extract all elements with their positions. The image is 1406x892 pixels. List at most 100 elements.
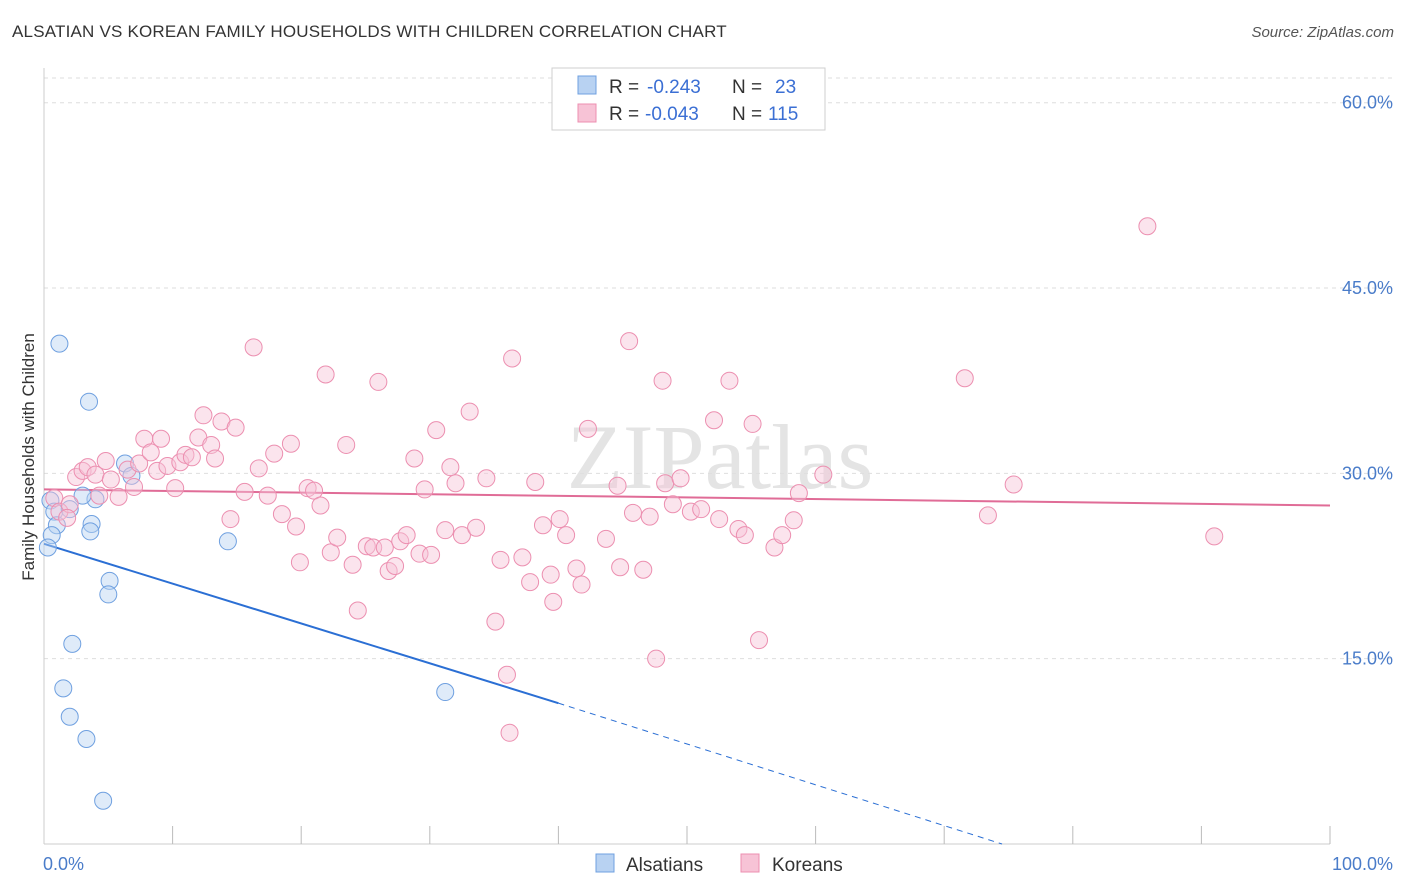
koreans-point-6: [78, 458, 97, 477]
koreans-point-62: [436, 521, 455, 540]
alsatians-trend-extension: [558, 702, 1003, 845]
koreans-point-47: [343, 555, 362, 574]
koreans-point-105: [750, 631, 769, 650]
koreans-point-97: [681, 502, 700, 521]
koreans-point-93: [653, 371, 672, 390]
koreans-point-76: [526, 473, 545, 492]
chart-title: ALSATIAN VS KOREAN FAMILY HOUSEHOLDS WIT…: [12, 22, 727, 41]
alsatians-point-22: [436, 683, 455, 702]
y-tick-label-60: 60.0%: [1342, 93, 1393, 113]
koreans-point-109: [789, 484, 808, 503]
alsatians-point-4: [38, 538, 57, 557]
koreans-point-35: [265, 444, 284, 463]
koreans-point-33: [249, 459, 268, 478]
koreans-point-42: [311, 496, 330, 515]
koreans-point-88: [620, 332, 639, 351]
koreans-point-103: [735, 526, 754, 545]
koreans-point-16: [141, 443, 160, 462]
koreans-point-18: [152, 429, 171, 448]
koreans-point-31: [235, 482, 254, 501]
koreans-point-80: [550, 510, 569, 529]
gridlines: [44, 77, 1393, 660]
koreans-point-11: [109, 487, 128, 506]
koreans-point-45: [328, 528, 347, 547]
legend-r-label-2: R =: [609, 104, 639, 125]
koreans-point-74: [513, 548, 532, 567]
koreans-point-56: [397, 526, 416, 545]
bottom-legend-label-alsatians: Alsatians: [626, 855, 703, 876]
alsatians-point-15: [100, 571, 119, 590]
koreans-point-70: [491, 550, 510, 569]
koreans-point-65: [452, 526, 471, 545]
koreans-point-77: [533, 516, 552, 535]
koreans-point-92: [647, 649, 666, 668]
y-tick-label-45: 45.0%: [1342, 278, 1393, 298]
series-legend: Alsatians Koreans: [595, 853, 843, 876]
watermark: ZIPatlas: [567, 406, 874, 508]
bottom-legend-swatch-koreans: [740, 853, 760, 873]
series-alsatians: [38, 334, 455, 810]
koreans-point-94: [656, 474, 675, 493]
alsatians-point-16: [99, 585, 118, 604]
koreans-point-3: [58, 508, 77, 527]
koreans-point-101: [720, 371, 739, 390]
alsatians-point-20: [77, 729, 96, 748]
koreans-point-107: [773, 526, 792, 545]
legend-n-label-2: N =: [732, 104, 762, 125]
series-koreans: [45, 217, 1224, 742]
koreans-point-48: [348, 601, 367, 620]
legend-n-label-1: N =: [732, 77, 762, 98]
koreans-point-20: [166, 479, 185, 498]
koreans-point-59: [415, 480, 434, 499]
data-points: [38, 217, 1224, 810]
koreans-point-111: [955, 369, 974, 388]
koreans-point-61: [427, 421, 446, 440]
alsatians-point-18: [54, 679, 73, 698]
legend-r-label-1: R =: [609, 77, 639, 98]
koreans-point-67: [467, 518, 486, 537]
legend-n-value-1: 23: [775, 77, 796, 98]
koreans-point-64: [446, 474, 465, 493]
chart-source: Source: ZipAtlas.com: [1251, 24, 1394, 41]
koreans-point-89: [623, 503, 642, 522]
koreans-point-104: [743, 414, 762, 433]
koreans-point-87: [611, 558, 630, 577]
koreans-point-78: [541, 565, 560, 584]
koreans-point-43: [316, 365, 335, 384]
stats-legend: R = -0.243 N = 23 R = -0.043 N = 115: [551, 67, 826, 131]
koreans-point-8: [90, 486, 109, 505]
koreans-point-98: [692, 500, 711, 519]
koreans-point-14: [130, 454, 149, 473]
y-axis-label: Family Households with Children: [19, 333, 38, 581]
koreans-point-69: [486, 612, 505, 631]
bottom-legend-label-koreans: Koreans: [772, 855, 843, 876]
koreans-point-32: [244, 338, 263, 357]
koreans-point-90: [634, 560, 653, 579]
koreans-point-0: [45, 489, 64, 508]
alsatians-point-19: [60, 707, 79, 726]
koreans-point-27: [206, 449, 225, 468]
koreans-point-85: [596, 529, 615, 548]
koreans-point-113: [1004, 475, 1023, 494]
x-tick-label-min: 0.0%: [43, 854, 84, 874]
koreans-point-49: [357, 537, 376, 556]
koreans-point-95: [663, 495, 682, 514]
alsatians-point-2: [47, 516, 66, 535]
y-tick-labels: 15.0% 30.0% 45.0% 60.0%: [1342, 93, 1393, 669]
koreans-point-91: [640, 507, 659, 526]
koreans-point-29: [221, 510, 240, 529]
koreans-point-34: [258, 486, 277, 505]
koreans-point-73: [503, 349, 522, 368]
alsatians-trend-line: [43, 542, 559, 705]
koreans-point-17: [148, 461, 167, 480]
alsatians-point-5: [50, 334, 69, 353]
koreans-point-63: [441, 458, 460, 477]
koreans-point-99: [705, 411, 724, 430]
koreans-point-110: [814, 465, 833, 484]
alsatians-point-17: [63, 634, 82, 653]
koreans-point-68: [477, 469, 496, 488]
koreans-point-36: [272, 505, 291, 524]
koreans-point-72: [500, 723, 519, 742]
koreans-point-71: [497, 665, 516, 684]
